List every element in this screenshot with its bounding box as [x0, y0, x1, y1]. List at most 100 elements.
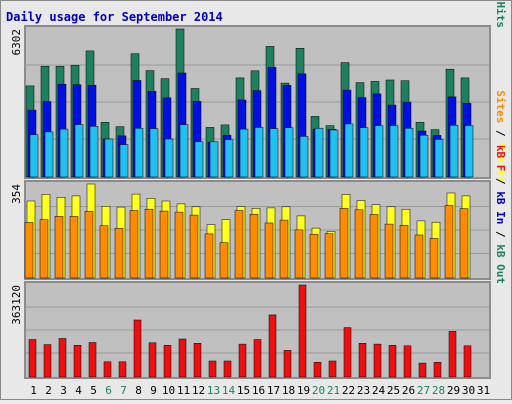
bar-sites-day-7 — [114, 228, 124, 279]
bar-kb-f-day-11 — [178, 338, 187, 378]
bar-kb-f-day-7 — [118, 361, 127, 378]
bar-kb-f-day-20 — [313, 362, 322, 378]
bar-pages-day-7 — [119, 144, 129, 178]
bar-kb-f-day-2 — [43, 344, 52, 378]
bar-kb-f-day-28 — [433, 362, 442, 378]
day-label-11: 11 — [177, 384, 190, 397]
side-legend-part: kB In — [494, 191, 507, 224]
day-label-8: 8 — [135, 384, 142, 397]
day-label-4: 4 — [75, 384, 82, 397]
bar-sites-day-1 — [24, 222, 34, 279]
bar-pages-day-21 — [329, 129, 339, 178]
day-label-12: 12 — [192, 384, 205, 397]
bar-kb-f-day-15 — [238, 343, 247, 378]
day-label-24: 24 — [372, 384, 386, 397]
bar-sites-day-25 — [384, 223, 394, 279]
day-label-23: 23 — [357, 384, 370, 397]
series-sites — [24, 205, 469, 279]
side-legend: Sites / Visits — [494, 90, 507, 183]
series-pages — [29, 123, 474, 178]
bar-kb-f-day-22 — [343, 327, 352, 378]
bar-kb-f-day-21 — [328, 360, 337, 378]
bar-pages-day-25 — [389, 125, 399, 178]
ymax-label: 363120 — [10, 285, 23, 325]
day-label-22: 22 — [342, 384, 355, 397]
bar-kb-f-day-3 — [58, 338, 67, 378]
side-legend-part: / — [494, 171, 507, 191]
bar-sites-day-6 — [99, 225, 109, 279]
day-label-7: 7 — [120, 384, 127, 397]
bar-pages-day-11 — [179, 124, 189, 178]
day-label-10: 10 — [162, 384, 175, 397]
ymax-label: 354 — [10, 184, 23, 204]
bar-kb-f-day-10 — [163, 345, 172, 378]
bar-pages-day-3 — [59, 128, 69, 178]
day-label-3: 3 — [60, 384, 67, 397]
side-legend-part: kB F — [494, 145, 507, 172]
bar-sites-day-12 — [189, 214, 199, 279]
bar-kb-f-day-12 — [193, 343, 202, 378]
bar-sites-day-26 — [399, 225, 409, 279]
day-label-1: 1 — [30, 384, 37, 397]
bar-sites-day-22 — [339, 208, 349, 279]
bar-sites-day-14 — [219, 242, 229, 279]
bar-pages-day-6 — [104, 138, 114, 178]
ymax-label: 6302 — [10, 29, 23, 56]
bar-sites-day-23 — [354, 209, 364, 279]
bar-pages-day-18 — [284, 127, 294, 178]
bar-sites-day-9 — [144, 208, 154, 279]
bar-kb-f-day-29 — [448, 331, 457, 378]
bar-kb-f-day-5 — [88, 342, 97, 378]
bar-kb-f-day-6 — [103, 361, 112, 378]
bar-kb-f-day-18 — [283, 350, 292, 378]
bar-sites-day-17 — [264, 222, 274, 279]
bar-kb-f-day-9 — [148, 342, 157, 378]
bar-kb-f-day-4 — [73, 345, 82, 378]
day-axis-labels: 1 2 3 4 5 6 7 8 9 10 11 12 13 14 15 16 17 18 19 20 21 22 23 24 2… — [30, 384, 490, 397]
bar-pages-day-19 — [299, 136, 309, 178]
day-label-14: 14 — [222, 384, 236, 397]
bar-pages-day-30 — [464, 125, 474, 178]
bar-sites-day-16 — [249, 214, 259, 279]
bar-pages-day-22 — [344, 123, 354, 178]
bar-pages-day-13 — [209, 141, 219, 178]
day-label-18: 18 — [282, 384, 295, 397]
bar-pages-day-10 — [164, 138, 174, 178]
bar-kb-f-day-26 — [403, 345, 412, 378]
bar-sites-day-2 — [39, 219, 49, 279]
bar-pages-day-8 — [134, 127, 144, 178]
bar-pages-day-17 — [269, 128, 279, 178]
day-label-26: 26 — [402, 384, 415, 397]
bar-sites-day-10 — [159, 210, 169, 279]
day-label-13: 13 — [207, 384, 220, 397]
day-label-21: 21 — [327, 384, 340, 397]
side-legend-part: / — [494, 123, 507, 143]
bar-pages-day-16 — [254, 127, 264, 178]
bar-pages-day-23 — [359, 127, 369, 178]
bar-kb-f-day-17 — [268, 314, 277, 378]
bar-sites-day-24 — [369, 214, 379, 279]
bar-pages-day-1 — [29, 134, 39, 178]
bar-pages-day-14 — [224, 139, 234, 178]
day-label-5: 5 — [90, 384, 97, 397]
bar-pages-day-9 — [149, 128, 159, 178]
bar-sites-day-27 — [414, 234, 424, 279]
side-legend: Pages / Files / Hits — [494, 1, 507, 28]
day-label-9: 9 — [150, 384, 157, 397]
bar-sites-day-5 — [84, 211, 94, 279]
day-label-31: 31 — [477, 384, 490, 397]
bar-pages-day-27 — [419, 134, 429, 178]
bar-kb-f-day-1 — [28, 339, 37, 378]
day-label-28: 28 — [432, 384, 445, 397]
side-legend: kB F / kB In / kB Out — [494, 145, 507, 284]
chart-panels: 6302 Pages / Files / Hits 354 Sites / Visit… — [10, 0, 507, 379]
side-legend-part: / — [494, 1, 507, 2]
day-label-2: 2 — [45, 384, 52, 397]
day-label-30: 30 — [462, 384, 475, 397]
side-legend-part: Hits — [494, 2, 507, 29]
panel-usage: 6302 Pages / Files / Hits — [10, 0, 507, 179]
day-label-6: 6 — [105, 384, 112, 397]
panel-volume: 363120 kB F / kB In / kB Out — [10, 145, 507, 379]
bar-sites-day-28 — [429, 238, 439, 279]
